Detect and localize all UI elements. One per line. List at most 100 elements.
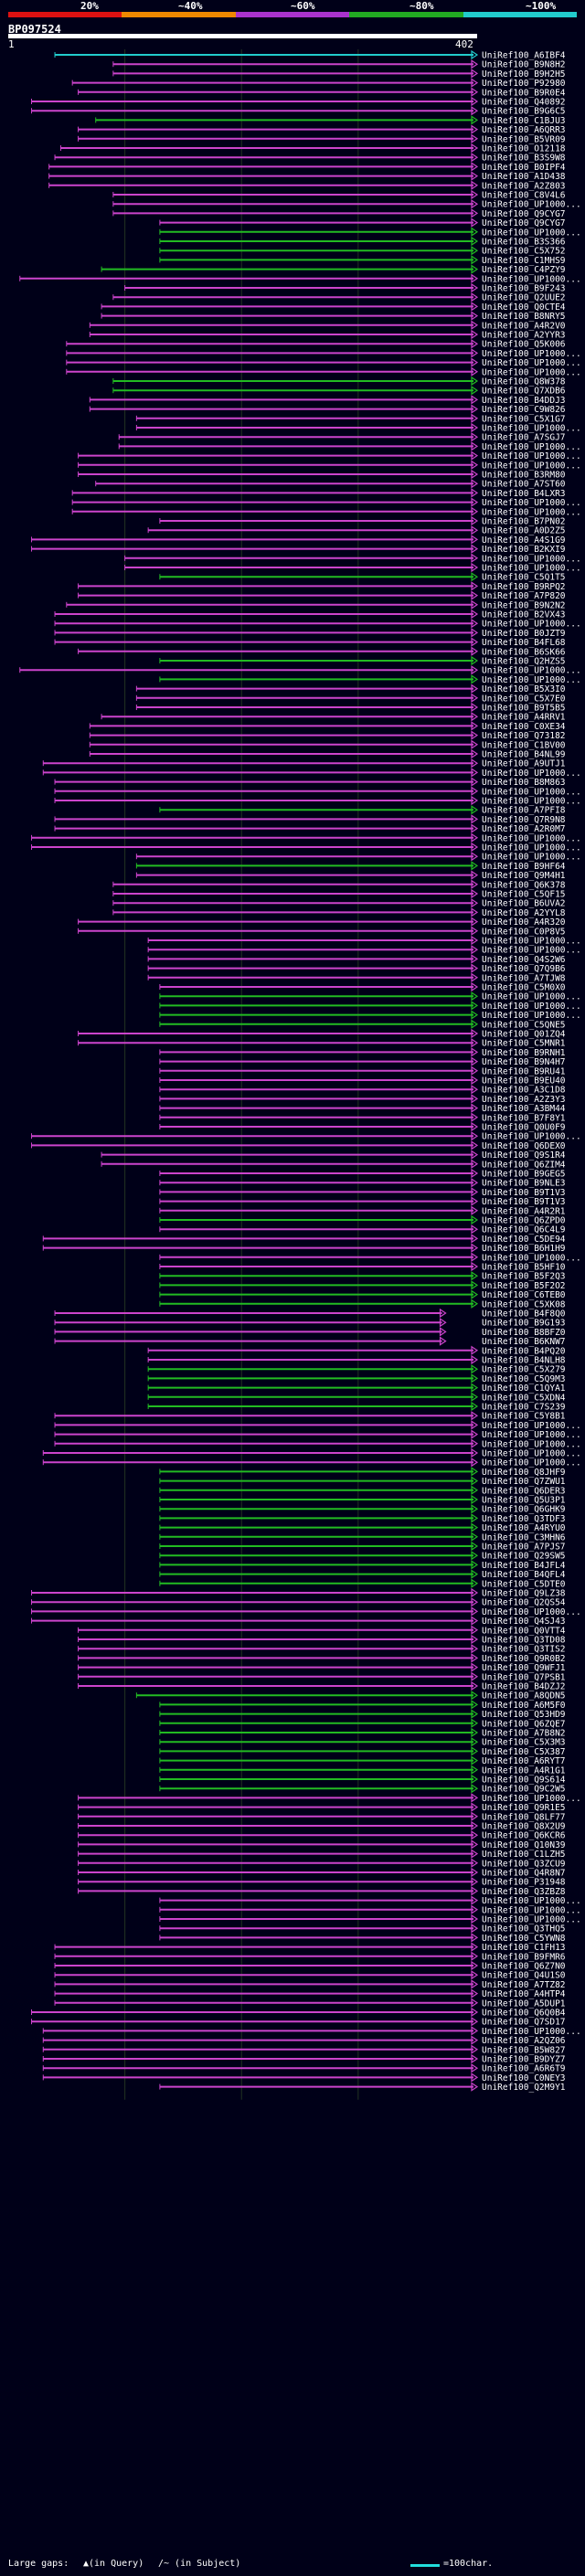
hit-label[interactable]: UniRef100_UP1000... (482, 1794, 581, 1804)
hit-label[interactable]: UniRef100_Q6C4L9 (482, 1225, 566, 1235)
hit-label[interactable]: UniRef100_B7F8Y1 (482, 1113, 566, 1123)
hit-label[interactable]: UniRef100_C0NEY3 (482, 2073, 566, 2083)
hit-label[interactable]: UniRef100_B4LXR3 (482, 489, 566, 499)
hit-label[interactable]: UniRef100_C1QYA1 (482, 1383, 566, 1394)
hit-label[interactable]: UniRef100_UP1000... (482, 1421, 581, 1431)
hit-label[interactable]: UniRef100_B4DDJ3 (482, 396, 566, 406)
hit-label[interactable]: UniRef100_UP1000... (482, 1002, 581, 1012)
hit-label[interactable]: UniRef100_B0JZT9 (482, 629, 566, 639)
hit-label[interactable]: UniRef100_B4F8Q0 (482, 1309, 566, 1320)
hit-label[interactable]: UniRef100_Q0U0F9 (482, 1123, 566, 1133)
hit-label[interactable]: UniRef100_Q9M4H1 (482, 871, 566, 881)
hit-label[interactable]: UniRef100_Q7SD17 (482, 2018, 566, 2028)
hit-label[interactable]: UniRef100_Q4U1S0 (482, 1971, 566, 1981)
hit-label[interactable]: UniRef100_Q40892 (482, 98, 566, 108)
hit-label[interactable]: UniRef100_C1BJU3 (482, 116, 566, 126)
hit-label[interactable]: UniRef100_B4QFL4 (482, 1570, 566, 1580)
hit-label[interactable]: UniRef100_C0XE34 (482, 722, 566, 732)
hit-label[interactable]: UniRef100_Q29SW5 (482, 1552, 566, 1562)
hit-label[interactable]: UniRef100_B3S366 (482, 238, 566, 248)
hit-label[interactable]: UniRef100_C3MHN6 (482, 1532, 566, 1542)
hit-label[interactable]: UniRef100_B9F243 (482, 284, 566, 294)
hit-label[interactable]: UniRef100_C5XDN4 (482, 1393, 566, 1403)
hit-label[interactable]: UniRef100_B9T1V3 (482, 1188, 566, 1198)
hit-label[interactable]: UniRef100_UP1000... (482, 620, 581, 630)
hit-label[interactable]: UniRef100_UP1000... (482, 442, 581, 452)
hit-label[interactable]: UniRef100_A5DUP1 (482, 1998, 566, 2009)
hit-label[interactable]: UniRef100_B5W827 (482, 2045, 566, 2055)
hit-label[interactable]: UniRef100_A3C1D8 (482, 1086, 566, 1096)
hit-label[interactable]: UniRef100_C5MNR1 (482, 1039, 566, 1049)
hit-label[interactable]: UniRef100_Q2QS54 (482, 1598, 566, 1608)
hit-label[interactable]: UniRef100_C9W826 (482, 405, 566, 415)
hit-label[interactable]: UniRef100_Q9C2W5 (482, 1785, 566, 1795)
hit-label[interactable]: UniRef100_UP1000... (482, 228, 581, 238)
hit-label[interactable]: UniRef100_Q9CYG7 (482, 209, 566, 219)
hit-label[interactable]: UniRef100_B4DZJ2 (482, 1682, 566, 1692)
hit-label[interactable]: UniRef100_B6H1H9 (482, 1244, 566, 1254)
hit-label[interactable]: UniRef100_A2YYR3 (482, 331, 566, 341)
hit-label[interactable]: UniRef100_Q9CYG7 (482, 218, 566, 228)
hit-label[interactable]: UniRef100_C5YWN8 (482, 1934, 566, 1944)
hit-label[interactable]: UniRef100_B9N8H2 (482, 60, 566, 70)
hit-label[interactable]: UniRef100_Q7XDB6 (482, 387, 566, 397)
hit-label[interactable]: UniRef100_B8BFZ0 (482, 1328, 566, 1338)
hit-label[interactable]: UniRef100_C5Y8B1 (482, 1412, 566, 1422)
hit-label[interactable]: UniRef100_C1MHS9 (482, 256, 566, 266)
hit-label[interactable]: UniRef100_Q4SJ43 (482, 1617, 566, 1627)
hit-label[interactable]: UniRef100_Q2HZS5 (482, 657, 566, 667)
hit-label[interactable]: UniRef100_B3S9W8 (482, 154, 566, 164)
hit-label[interactable]: UniRef100_A6QRR3 (482, 125, 566, 135)
hit-label[interactable]: UniRef100_Q0CTE4 (482, 302, 566, 313)
hit-label[interactable]: UniRef100_Q5K006 (482, 340, 566, 350)
hit-label[interactable]: UniRef100_UP1000... (482, 507, 581, 517)
hit-label[interactable]: UniRef100_Q9S1R4 (482, 1150, 566, 1161)
hit-label[interactable]: UniRef100_A7TZ82 (482, 1980, 566, 1990)
hit-label[interactable]: UniRef100_A2QZ06 (482, 2036, 566, 2046)
hit-label[interactable]: UniRef100_Q6KCR6 (482, 1831, 566, 1841)
hit-label[interactable]: UniRef100_B5F2Q3 (482, 1272, 566, 1282)
hit-label[interactable]: UniRef100_Q9LZ38 (482, 1589, 566, 1599)
hit-label[interactable]: UniRef100_Q01ZQ4 (482, 1030, 566, 1040)
hit-label[interactable]: UniRef100_C4PZY9 (482, 265, 566, 275)
hit-label[interactable]: UniRef100_UP1000... (482, 843, 581, 853)
hit-label[interactable]: UniRef100_B9HF64 (482, 862, 566, 872)
hit-label[interactable]: UniRef100_Q9R1E5 (482, 1803, 566, 1813)
hit-label[interactable]: UniRef100_Q6GHK9 (482, 1505, 566, 1515)
hit-label[interactable]: UniRef100_B5VR09 (482, 134, 566, 144)
hit-label[interactable]: UniRef100_Q10N39 (482, 1840, 566, 1850)
hit-label[interactable]: UniRef100_A9UTJ1 (482, 759, 566, 769)
hit-label[interactable]: UniRef100_Q8LF77 (482, 1812, 566, 1822)
hit-label[interactable]: UniRef100_B2KXI9 (482, 545, 566, 555)
hit-label[interactable]: UniRef100_B5F2O2 (482, 1281, 566, 1291)
hit-label[interactable]: UniRef100_Q8X2U9 (482, 1822, 566, 1832)
hit-label[interactable]: UniRef100_UP1000... (482, 853, 581, 863)
hit-label[interactable]: UniRef100_Q6Z7N0 (482, 1962, 566, 1972)
hit-label[interactable]: UniRef100_B6KNW7 (482, 1337, 566, 1347)
hit-label[interactable]: UniRef100_UP1000... (482, 349, 581, 359)
hit-label[interactable]: UniRef100_A6IBF4 (482, 51, 566, 61)
hit-label[interactable]: UniRef100_Q7R9N8 (482, 815, 566, 825)
hit-label[interactable]: UniRef100_UP1000... (482, 675, 581, 685)
hit-label[interactable]: UniRef100_Q6ZIM4 (482, 1160, 566, 1170)
hit-label[interactable]: UniRef100_UP1000... (482, 1896, 581, 1906)
hit-label[interactable]: UniRef100_A8QDN5 (482, 1691, 566, 1701)
hit-label[interactable]: UniRef100_Q0VTT4 (482, 1626, 566, 1636)
hit-label[interactable]: UniRef100_Q3THQ5 (482, 1924, 566, 1935)
hit-label[interactable]: UniRef100_Q3ZBZ8 (482, 1887, 566, 1897)
hit-label[interactable]: UniRef100_C5X387 (482, 1747, 566, 1757)
hit-label[interactable]: UniRef100_A6RYT7 (482, 1756, 566, 1766)
hit-label[interactable]: UniRef100_B4NL99 (482, 750, 566, 760)
hit-label[interactable]: UniRef100_A6M5F0 (482, 1701, 566, 1711)
hit-label[interactable]: UniRef100_UP1000... (482, 1915, 581, 1925)
hit-label[interactable]: UniRef100_UP1000... (482, 797, 581, 807)
hit-label[interactable]: UniRef100_C5Q9M3 (482, 1374, 566, 1384)
hit-label[interactable]: UniRef100_A7ST60 (482, 480, 566, 490)
hit-label[interactable]: UniRef100_UP1000... (482, 1905, 581, 1915)
hit-label[interactable]: UniRef100_C5QF15 (482, 890, 566, 900)
hit-label[interactable]: UniRef100_B2VX43 (482, 610, 566, 620)
hit-label[interactable]: UniRef100_Q9WFJ1 (482, 1663, 566, 1673)
hit-label[interactable]: UniRef100_C5X3M3 (482, 1738, 566, 1748)
hit-label[interactable]: UniRef100_UP1000... (482, 666, 581, 676)
hit-label[interactable]: UniRef100_B6UVA2 (482, 899, 566, 909)
